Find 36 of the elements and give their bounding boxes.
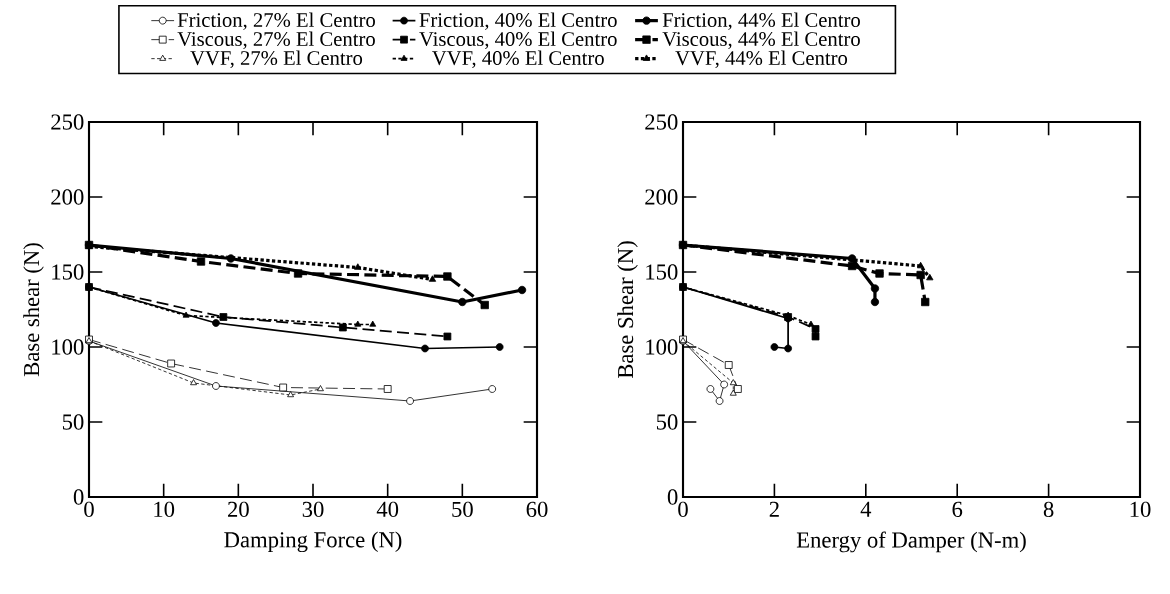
legend-label: VVF, 44% El Centro xyxy=(675,50,848,68)
y-tick-label: 200 xyxy=(645,189,678,205)
y-tick-label: 250 xyxy=(51,114,84,130)
legend-label: Friction, 44% El Centro xyxy=(662,12,860,30)
y-tick-label: 150 xyxy=(646,264,678,280)
x-tick-label: 50 xyxy=(452,501,473,518)
y-tick-label: 100 xyxy=(52,339,84,355)
x-tick-label: 60 xyxy=(526,501,548,518)
y-tick-label: 200 xyxy=(51,189,84,205)
legend-label: Viscous, 27% El Centro xyxy=(177,31,375,49)
y-tick-label: 0 xyxy=(73,489,84,505)
legend-label: VVF, 40% El Centro xyxy=(432,50,604,68)
y-tick-label: 150 xyxy=(52,264,84,280)
x-tick-label: 40 xyxy=(376,501,399,518)
y-tick-label: 100 xyxy=(646,339,678,355)
y-tick-label: 50 xyxy=(62,414,84,430)
x-tick-label: 10 xyxy=(154,501,175,518)
x-tick-label: 8 xyxy=(1043,501,1054,518)
y-axis-title: Base shear (N) xyxy=(23,243,44,377)
y-axis-title: Base Shear (N) xyxy=(617,241,638,379)
x-tick-label: 2 xyxy=(769,501,779,517)
x-tick-label: 10 xyxy=(1130,501,1151,518)
legend-label: Viscous, 44% El Centro xyxy=(662,31,860,49)
x-tick-label: 20 xyxy=(228,501,249,518)
y-tick-label: 250 xyxy=(645,114,678,130)
legend-label: Viscous, 40% El Centro xyxy=(419,31,617,49)
x-tick-label: 4 xyxy=(860,501,872,517)
legend-label: Friction, 40% El Centro xyxy=(419,12,617,30)
y-tick-label: 0 xyxy=(667,489,678,505)
x-axis-title: Energy of Damper (N-m) xyxy=(796,531,1026,553)
x-axis-title: Damping Force (N) xyxy=(224,531,402,553)
x-tick-label: 6 xyxy=(952,501,963,517)
legend-label: VVF, 27% El Centro xyxy=(190,50,363,68)
legend-label: Friction, 27% El Centro xyxy=(177,12,375,30)
y-tick-label: 50 xyxy=(656,414,678,430)
x-tick-label: 30 xyxy=(302,501,324,518)
